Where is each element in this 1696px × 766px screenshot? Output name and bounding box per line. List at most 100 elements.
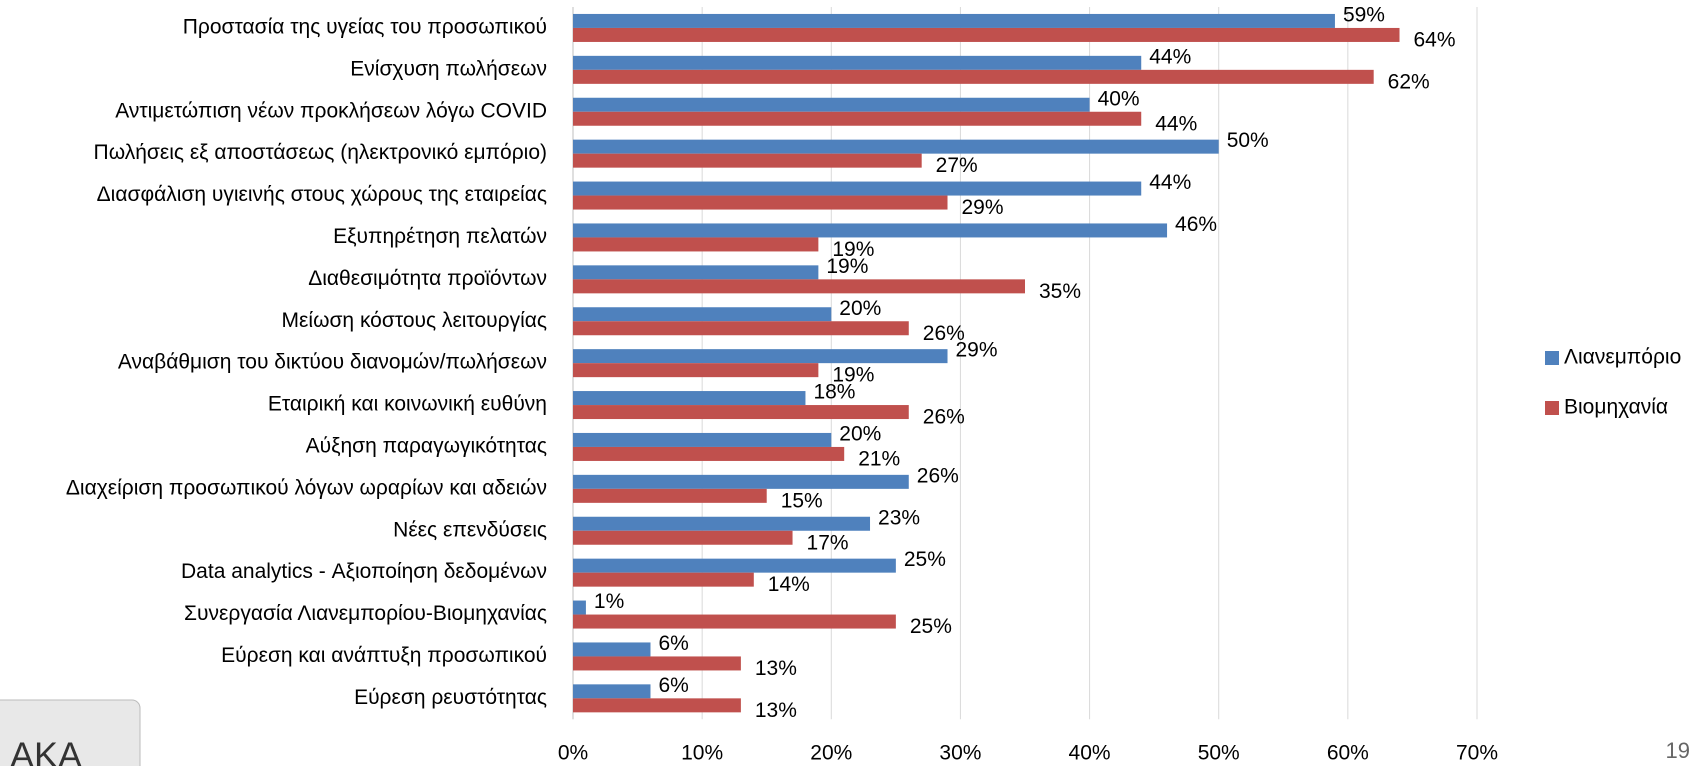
value-label: 25% (910, 615, 952, 638)
bar (573, 572, 754, 587)
category-label: Εύρεση και ανάπτυξη προσωπικού (221, 644, 547, 667)
x-tick-label: 70% (1456, 742, 1498, 765)
bar (573, 488, 767, 503)
legend-swatch (1545, 351, 1559, 365)
value-label: 25% (904, 548, 946, 571)
x-tick-label: 20% (810, 742, 852, 765)
value-label: 20% (839, 422, 881, 445)
legend-swatch (1545, 401, 1559, 415)
bar (573, 530, 793, 545)
x-tick-label: 60% (1327, 742, 1369, 765)
category-label: Αναβάθμιση του δικτύου διανομών/πωλήσεων (118, 351, 547, 374)
category-label: Εύρεση ρευστότητας (354, 686, 547, 709)
category-label: Αντιμετώπιση νέων προκλήσεων λόγω COVID (115, 99, 547, 122)
bar (573, 558, 896, 573)
value-label: 18% (813, 381, 855, 404)
bar (573, 642, 651, 657)
category-label: Συνεργασία Λιανεμπορίου-Βιομηχανίας (184, 602, 547, 625)
category-label: Αύξηση παραγωγικότητας (306, 434, 547, 457)
bar (573, 446, 845, 461)
value-label: 20% (839, 297, 881, 320)
x-tick-label: 30% (939, 742, 981, 765)
value-label: 19% (832, 238, 874, 261)
bar (573, 265, 819, 280)
value-label: 59% (1343, 3, 1385, 26)
bar (573, 237, 819, 252)
value-label: 6% (658, 632, 688, 655)
bar (573, 27, 1400, 42)
bar (573, 307, 832, 322)
bar (573, 600, 586, 615)
bar (573, 516, 871, 531)
value-label: 14% (768, 573, 810, 596)
category-label: Διαθεσιμότητα προϊόντων (308, 267, 547, 290)
category-label: Εταιρική και κοινωνική ευθύνη (268, 393, 547, 416)
bar (573, 656, 741, 671)
value-label: 44% (1155, 112, 1197, 135)
x-tick-label: 50% (1198, 742, 1240, 765)
bar (573, 684, 651, 699)
bar (573, 391, 806, 406)
bar (573, 279, 1025, 294)
category-label: Μείωση κόστους λειτουργίας (282, 309, 547, 332)
legend-label: Λιανεμπόριο (1564, 346, 1681, 369)
bar (573, 97, 1090, 112)
value-label: 26% (923, 322, 965, 345)
bar (573, 223, 1168, 238)
value-label: 46% (1175, 213, 1217, 236)
category-label: Πωλήσεις εξ αποστάσεως (ηλεκτρονικό εμπό… (94, 141, 547, 164)
legend-label: Βιομηχανία (1564, 396, 1668, 419)
logo-box (0, 699, 141, 766)
bar (573, 363, 819, 378)
category-label: Ενίσχυση πωλήσεων (350, 57, 547, 80)
value-label: 29% (962, 196, 1004, 219)
value-label: 44% (1149, 45, 1191, 68)
value-label: 1% (594, 590, 624, 613)
value-label: 13% (755, 657, 797, 680)
bar (573, 195, 948, 210)
bar (573, 55, 1142, 70)
bar (573, 474, 909, 489)
value-label: 29% (956, 339, 998, 362)
bar (573, 139, 1219, 154)
value-label: 6% (658, 674, 688, 697)
value-label: 64% (1414, 28, 1456, 51)
value-label: 23% (878, 506, 920, 529)
category-label: Διασφάλιση υγιεινής στους χώρους της ετα… (97, 183, 547, 206)
value-label: 40% (1098, 87, 1140, 110)
bar (573, 153, 922, 168)
value-label: 15% (781, 489, 823, 512)
bar (573, 13, 1335, 28)
bar (573, 698, 741, 713)
bar (573, 69, 1374, 84)
bar (573, 405, 909, 420)
bar (573, 349, 948, 364)
category-label: Προστασία της υγείας του προσωπικού (183, 15, 547, 38)
value-label: 35% (1039, 280, 1081, 303)
value-label: 13% (755, 699, 797, 722)
x-tick-label: 0% (558, 742, 588, 765)
value-label: 50% (1227, 129, 1269, 152)
logo-text: ΑΚΑ (10, 735, 82, 766)
value-label: 44% (1149, 171, 1191, 194)
category-label: Διαχείριση προσωπικού λόγων ωραρίων και … (66, 476, 547, 499)
bar (573, 614, 896, 629)
value-label: 27% (936, 154, 978, 177)
x-tick-label: 10% (681, 742, 723, 765)
category-label: Data analytics - Αξιοποίηση δεδομένων (181, 560, 547, 583)
category-label: Εξυπηρέτηση πελατών (333, 225, 547, 248)
category-label: Νέες επενδύσεις (393, 518, 547, 541)
bar (573, 432, 832, 447)
x-tick-label: 40% (1069, 742, 1111, 765)
page-number: 19 (1666, 738, 1690, 763)
value-label: 19% (832, 364, 874, 387)
value-label: 17% (807, 531, 849, 554)
value-label: 19% (826, 255, 868, 278)
bar (573, 181, 1142, 196)
bar (573, 111, 1142, 126)
value-label: 21% (858, 447, 900, 470)
bar (573, 321, 909, 336)
value-label: 26% (923, 406, 965, 429)
